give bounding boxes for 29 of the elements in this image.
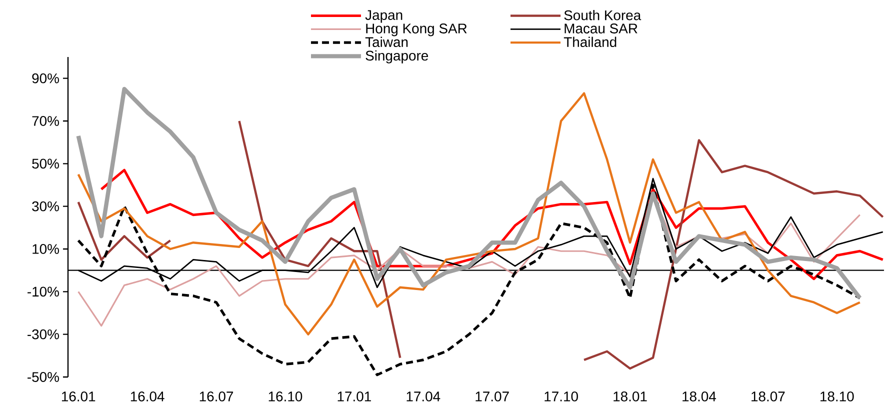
y-tick-label: 30%	[32, 201, 59, 212]
y-tick-label: 10%	[32, 244, 59, 254]
x-tick-label: 16.04	[130, 392, 164, 402]
y-tick-label: -30%	[28, 329, 59, 340]
legend-label: Macau SAR	[564, 24, 638, 34]
legend-label: Hong Kong SAR	[366, 24, 467, 36]
x-tick-label: 17.01	[338, 392, 371, 402]
y-tick-label: 90%	[32, 73, 59, 84]
y-tick-label: -50%	[28, 372, 59, 382]
y-tick-label: -10%	[28, 286, 59, 297]
x-tick-label: 18.10	[820, 392, 854, 402]
y-tick-label: 70%	[32, 116, 59, 126]
line-series	[77, 92, 861, 336]
legend-label: Singapore	[366, 50, 428, 64]
legend-label: Japan	[365, 10, 402, 23]
x-tick-label: 17.04	[406, 392, 440, 402]
x-tick-label: 18.04	[682, 392, 716, 402]
x-tick-label: 18.01	[614, 392, 647, 402]
legend-label: Taiwan	[365, 36, 408, 48]
legend-label: Thailand	[564, 36, 616, 48]
x-tick-label: 18.07	[752, 392, 785, 402]
legend-label: South Korea	[564, 10, 642, 20]
line-series	[76, 86, 862, 300]
y-tick-label: 50%	[32, 158, 59, 169]
x-tick-label: 16.01	[62, 392, 96, 402]
x-tick-label: 17.07	[476, 392, 509, 402]
x-tick-label: 16.07	[200, 392, 234, 402]
x-tick-label: 17.10	[544, 392, 578, 402]
x-tick-label: 16.10	[268, 392, 302, 402]
